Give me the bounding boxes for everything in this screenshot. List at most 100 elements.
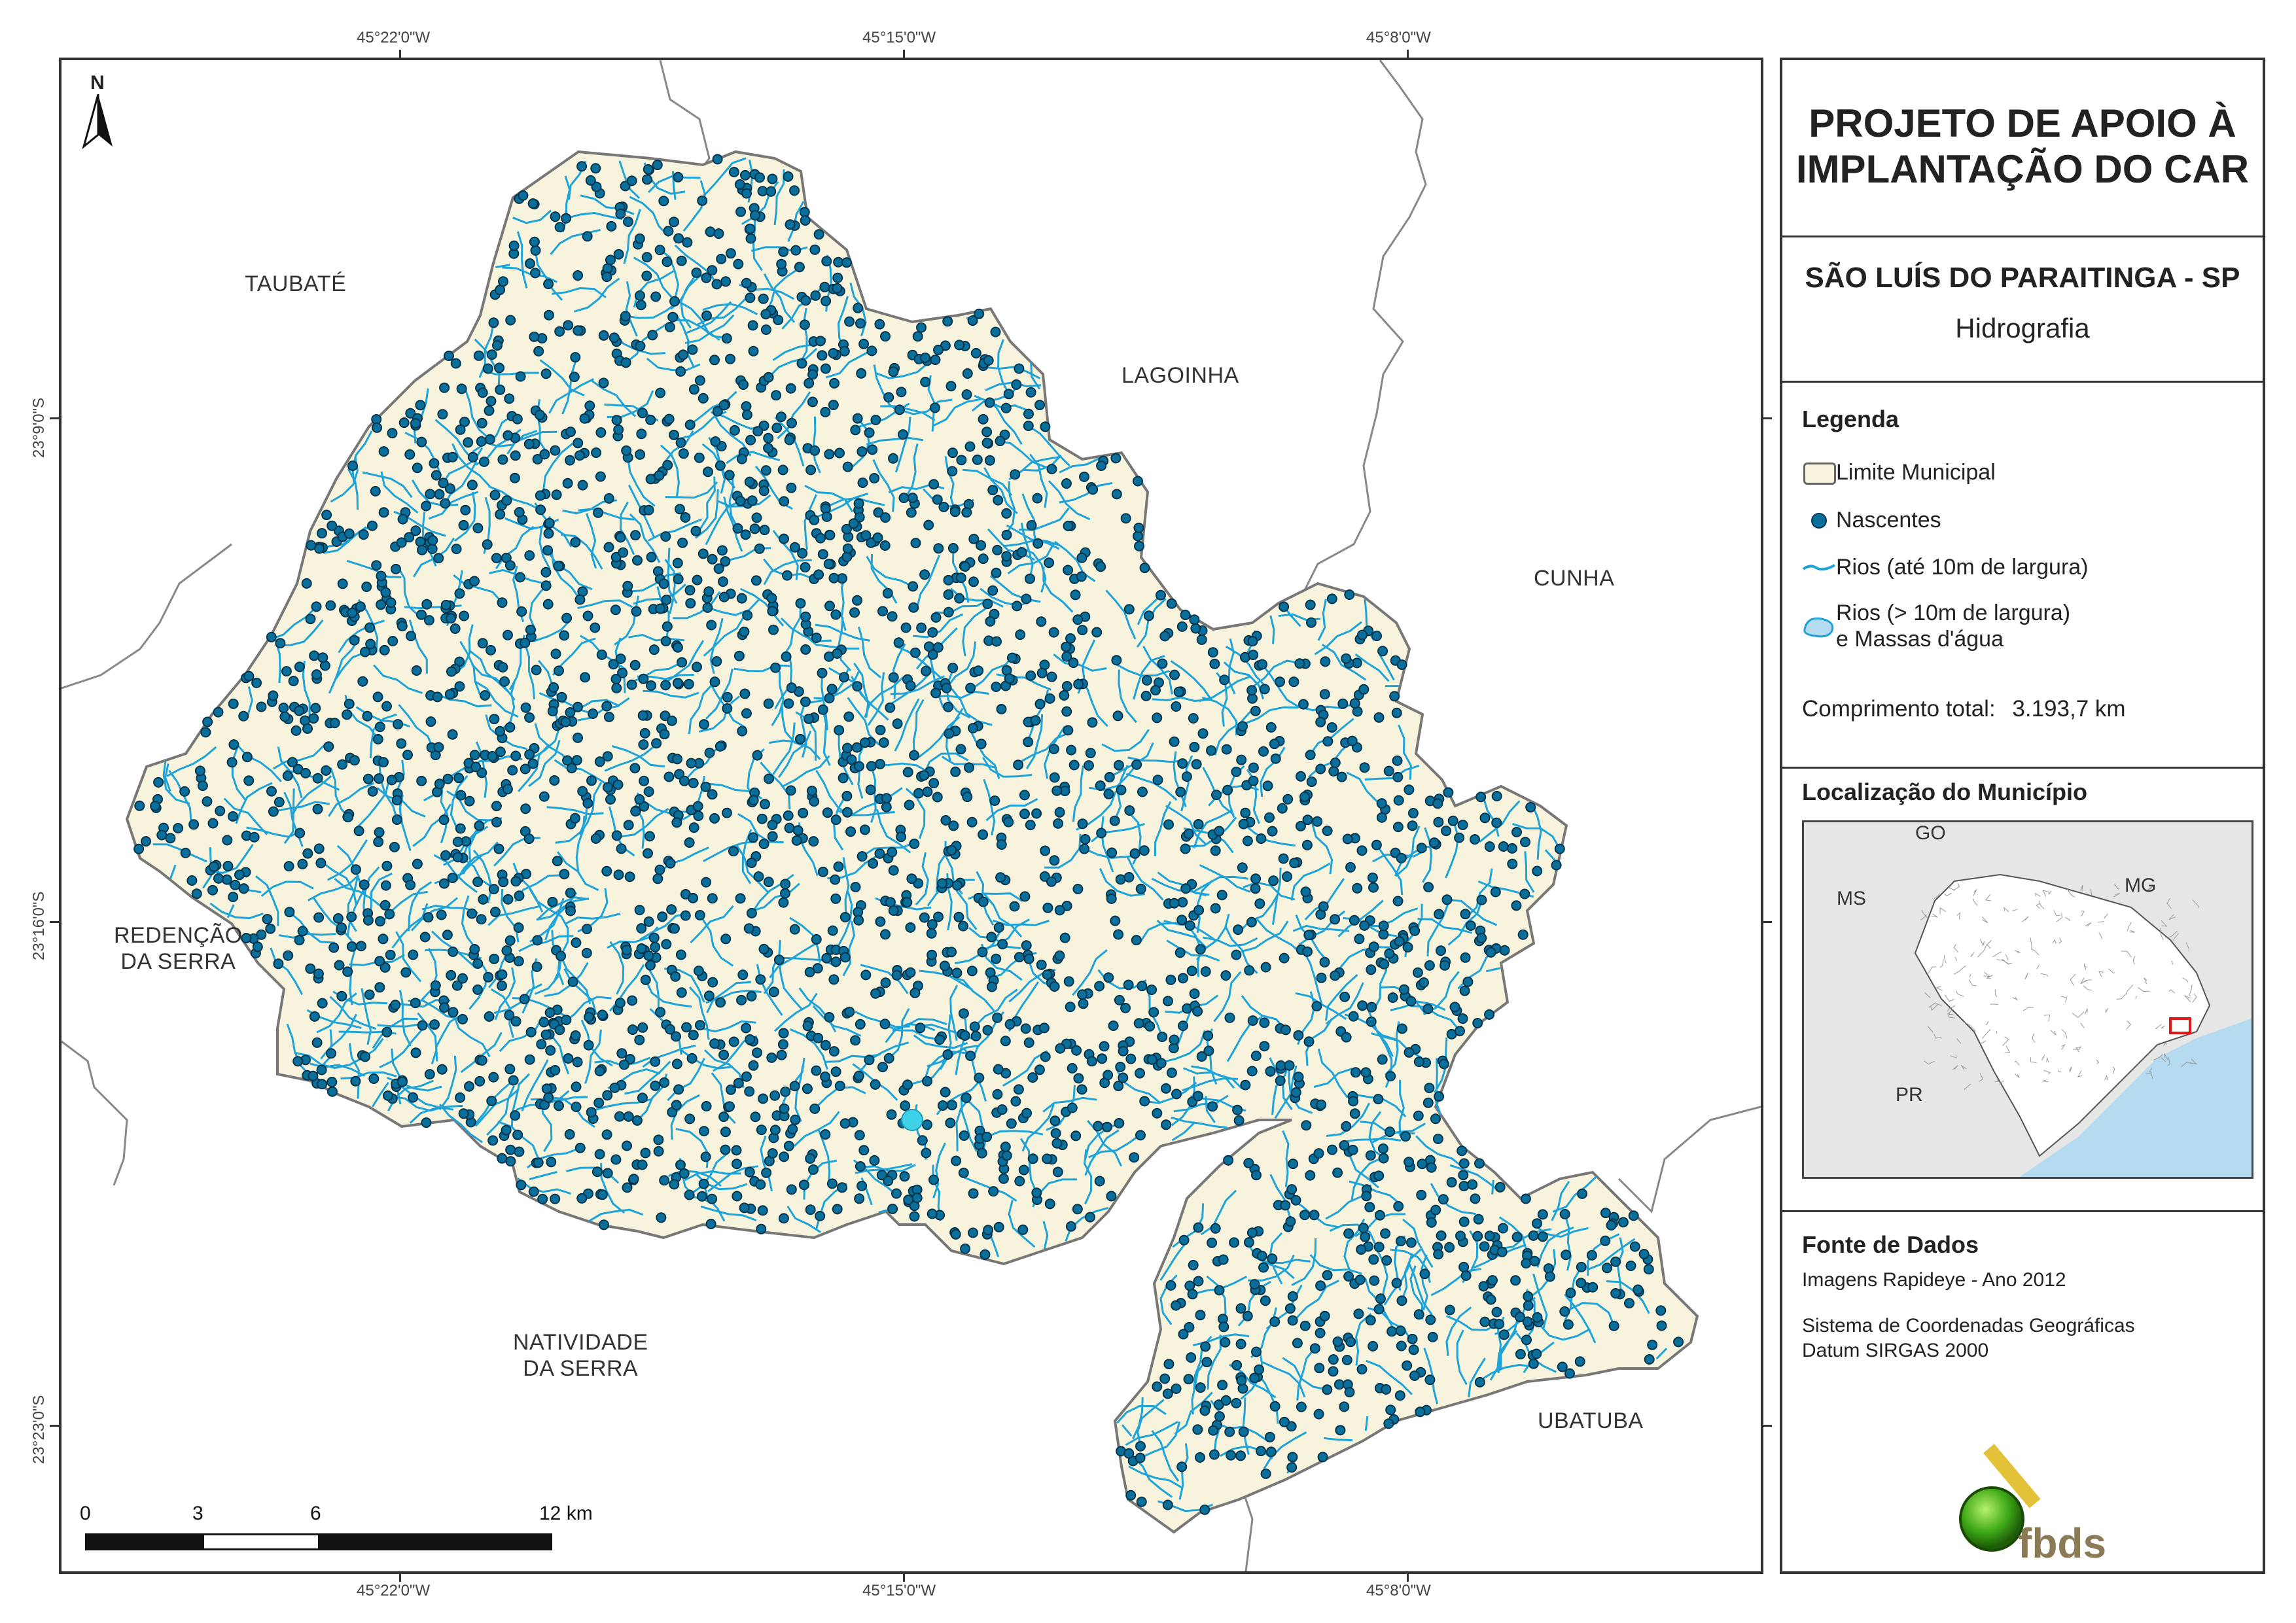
river-segment <box>740 587 785 627</box>
spring-point <box>898 429 908 440</box>
inset-municipal-line <box>1952 882 1960 891</box>
spring-point <box>632 555 643 566</box>
spring-point <box>321 765 332 776</box>
spring-point <box>759 525 770 536</box>
river-segment <box>894 645 943 680</box>
spring-point <box>1061 478 1072 489</box>
spring-point <box>1457 820 1468 830</box>
spring-point <box>942 1049 953 1060</box>
spring-point <box>1327 1144 1337 1155</box>
spring-point <box>133 843 145 854</box>
spring-point <box>734 179 745 190</box>
legend-label: Nascentes <box>1836 508 1941 532</box>
spring-point <box>482 539 493 550</box>
spring-point <box>707 553 718 565</box>
spring-point <box>874 848 885 859</box>
spring-point <box>458 1108 469 1119</box>
river-segment <box>1003 540 1060 550</box>
spring-point <box>736 453 747 464</box>
spring-point <box>650 291 662 302</box>
river-segment <box>689 391 737 426</box>
spring-point <box>1407 808 1419 818</box>
spring-point <box>800 562 811 573</box>
inset-municipal-line <box>2130 930 2136 933</box>
legend-label: Limite Municipal <box>1836 460 1996 485</box>
spring-point <box>1300 886 1311 898</box>
spring-point <box>1059 690 1070 701</box>
river-segment <box>573 277 620 313</box>
spring-point <box>1587 1282 1598 1293</box>
spring-point <box>1257 659 1268 670</box>
spring-point <box>1256 1446 1266 1457</box>
spring-point <box>672 642 683 653</box>
river-segment <box>1018 507 1070 531</box>
spring-point <box>756 813 768 824</box>
spring-point <box>1259 1017 1270 1028</box>
river-segment <box>482 370 539 375</box>
spring-point <box>515 371 526 382</box>
spring-point <box>547 896 558 907</box>
spring-point <box>416 436 427 447</box>
inset-municipal-line <box>1979 939 1985 947</box>
spring-point <box>1000 1036 1011 1047</box>
spring-point <box>828 348 839 358</box>
spring-point <box>1206 745 1216 756</box>
river-segment <box>1170 660 1213 701</box>
spring-point <box>1220 970 1231 981</box>
spring-point <box>709 355 720 366</box>
spring-point <box>1313 1408 1324 1420</box>
spring-point <box>1458 1261 1470 1272</box>
spring-point <box>709 1038 720 1049</box>
river-segment <box>674 244 718 285</box>
spring-point <box>364 622 376 633</box>
spring-point <box>763 432 774 444</box>
spring-point <box>1159 631 1171 642</box>
spring-point <box>660 680 671 691</box>
spring-point <box>848 518 859 529</box>
spring-point <box>305 614 316 625</box>
ocean <box>2020 1019 2252 1177</box>
spring-point <box>1383 1418 1394 1429</box>
spring-point <box>1084 760 1094 771</box>
inset-municipal-line <box>1948 884 1956 891</box>
spring-point <box>1565 1287 1576 1299</box>
spring-point <box>574 450 585 461</box>
spring-point <box>590 833 601 844</box>
spring-point <box>795 733 805 744</box>
spring-point <box>741 188 752 199</box>
spring-point <box>1413 1110 1424 1121</box>
spring-point <box>976 739 987 750</box>
spring-point <box>1341 1121 1352 1132</box>
spring-point <box>243 671 255 682</box>
spring-point <box>754 172 765 183</box>
inset-municipal-line <box>1964 1083 1971 1091</box>
river-segment <box>974 988 1018 1028</box>
river-segment <box>822 709 831 766</box>
scale-tick-6: 6 <box>310 1503 321 1524</box>
spring-point <box>1416 843 1427 854</box>
river-segment <box>701 918 734 967</box>
river-segment <box>361 988 372 1045</box>
river-segment <box>1491 1179 1494 1195</box>
spring-point <box>1356 1244 1367 1255</box>
spring-point <box>622 1182 633 1193</box>
spring-point <box>1193 1222 1204 1233</box>
spring-point <box>1224 1012 1235 1023</box>
river-segment <box>398 704 434 750</box>
spring-point <box>415 400 426 411</box>
spring-point <box>1330 970 1341 981</box>
spring-point <box>1086 1056 1097 1067</box>
spring-point <box>406 631 416 642</box>
spring-point <box>820 363 831 374</box>
river-segment <box>550 551 581 601</box>
river-segment <box>1351 1157 1383 1202</box>
spring-point <box>1373 1170 1385 1181</box>
spring-point <box>660 710 671 722</box>
spring-point <box>1326 722 1337 733</box>
spring-point <box>877 1062 888 1073</box>
inset-municipal-line <box>2050 1030 2057 1036</box>
spring-point <box>1061 651 1072 662</box>
spring-point <box>988 1186 999 1197</box>
spring-point <box>238 710 249 722</box>
spring-point <box>1345 1336 1356 1348</box>
